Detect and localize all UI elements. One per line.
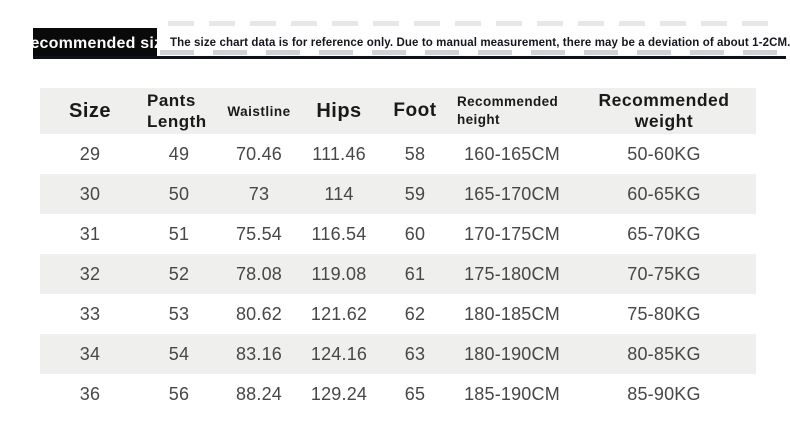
cell-pants-length: 50 — [168, 183, 190, 204]
column-header-hips: Hips — [316, 99, 362, 122]
table-row: 32 52 78.08 119.08 61 175-180CM 70-75KG — [40, 254, 756, 294]
cell-pants-length: 54 — [168, 343, 190, 364]
recommended-size-label: Recommended size — [19, 28, 171, 59]
cell-waistline: 80.62 — [235, 303, 283, 324]
column-header-size: Size — [68, 99, 112, 122]
column-header-pants-length: Pants Length — [140, 88, 218, 134]
column-header-waistline: Waistline — [227, 103, 291, 119]
column-header-recommended-height: Recommended height — [452, 88, 572, 134]
cell-foot: 62 — [404, 303, 426, 324]
cell-size: 31 — [79, 223, 101, 244]
table-row: 36 56 88.24 129.24 65 185-190CM 85-90KG — [40, 374, 756, 414]
column-header-pants-length-text: Pants Length — [147, 90, 207, 131]
cell-hips: 116.54 — [311, 223, 367, 244]
cell-size: 29 — [79, 143, 101, 164]
cell-weight: 85-90KG — [627, 383, 701, 404]
cell-pants-length: 52 — [168, 263, 190, 284]
cell-hips: 129.24 — [310, 383, 368, 404]
cell-hips: 111.46 — [312, 143, 366, 164]
cell-height: 175-180CM — [464, 263, 560, 284]
table-row: 29 49 70.46 111.46 58 160-165CM 50-60KG — [40, 134, 756, 174]
table-row: 31 51 75.54 116.54 60 170-175CM 65-70KG — [40, 214, 756, 254]
cell-weight: 70-75KG — [627, 263, 701, 284]
cell-height: 160-165CM — [464, 143, 560, 164]
cell-hips: 114 — [324, 183, 354, 204]
size-table: Size Pants Length Waistline Hips Foot Re… — [40, 88, 756, 414]
table-header-row: Size Pants Length Waistline Hips Foot Re… — [40, 88, 756, 134]
cell-hips: 124.16 — [310, 343, 368, 364]
cell-foot: 60 — [404, 223, 426, 244]
cell-waistline: 75.54 — [235, 223, 283, 244]
cell-waistline: 73 — [248, 183, 270, 204]
watermark-smudge-top — [168, 21, 782, 26]
cell-size: 36 — [79, 383, 101, 404]
cell-size: 32 — [79, 263, 101, 284]
column-header-recommended-height-text: Recommended height — [457, 94, 559, 127]
header-divider-line — [33, 56, 786, 59]
column-header-recommended-weight: Recommended weight — [598, 90, 730, 131]
cell-foot: 58 — [404, 143, 426, 164]
cell-foot: 63 — [404, 343, 426, 364]
cell-size: 34 — [79, 343, 101, 364]
cell-waistline: 78.08 — [235, 263, 283, 284]
cell-pants-length: 51 — [168, 223, 190, 244]
cell-weight: 80-85KG — [627, 343, 701, 364]
cell-waistline: 83.16 — [235, 343, 283, 364]
cell-weight: 60-65KG — [627, 183, 701, 204]
cell-size: 30 — [79, 183, 101, 204]
cell-waistline: 70.46 — [235, 143, 283, 164]
cell-pants-length: 49 — [168, 143, 190, 164]
cell-waistline: 88.24 — [235, 383, 283, 404]
cell-foot: 61 — [404, 263, 426, 284]
cell-hips: 121.62 — [310, 303, 368, 324]
cell-height: 185-190CM — [464, 383, 560, 404]
column-header-foot: Foot — [393, 100, 437, 121]
table-row: 30 50 73 114 59 165-170CM 60-65KG — [40, 174, 756, 214]
cell-height: 165-170CM — [464, 183, 560, 204]
cell-size: 33 — [79, 303, 101, 324]
cell-foot: 59 — [404, 183, 426, 204]
cell-weight: 75-80KG — [627, 303, 701, 324]
cell-weight: 65-70KG — [627, 223, 701, 244]
cell-height: 180-185CM — [464, 303, 560, 324]
disclaimer-note: The size chart data is for reference onl… — [170, 36, 790, 49]
cell-pants-length: 53 — [168, 303, 190, 324]
cell-height: 180-190CM — [464, 343, 560, 364]
cell-pants-length: 56 — [168, 383, 190, 404]
cell-height: 170-175CM — [464, 223, 560, 244]
table-row: 33 53 80.62 121.62 62 180-185CM 75-80KG — [40, 294, 756, 334]
cell-foot: 65 — [404, 383, 426, 404]
cell-hips: 119.08 — [311, 263, 367, 284]
table-row: 34 54 83.16 124.16 63 180-190CM 80-85KG — [40, 334, 756, 374]
cell-weight: 50-60KG — [627, 143, 701, 164]
